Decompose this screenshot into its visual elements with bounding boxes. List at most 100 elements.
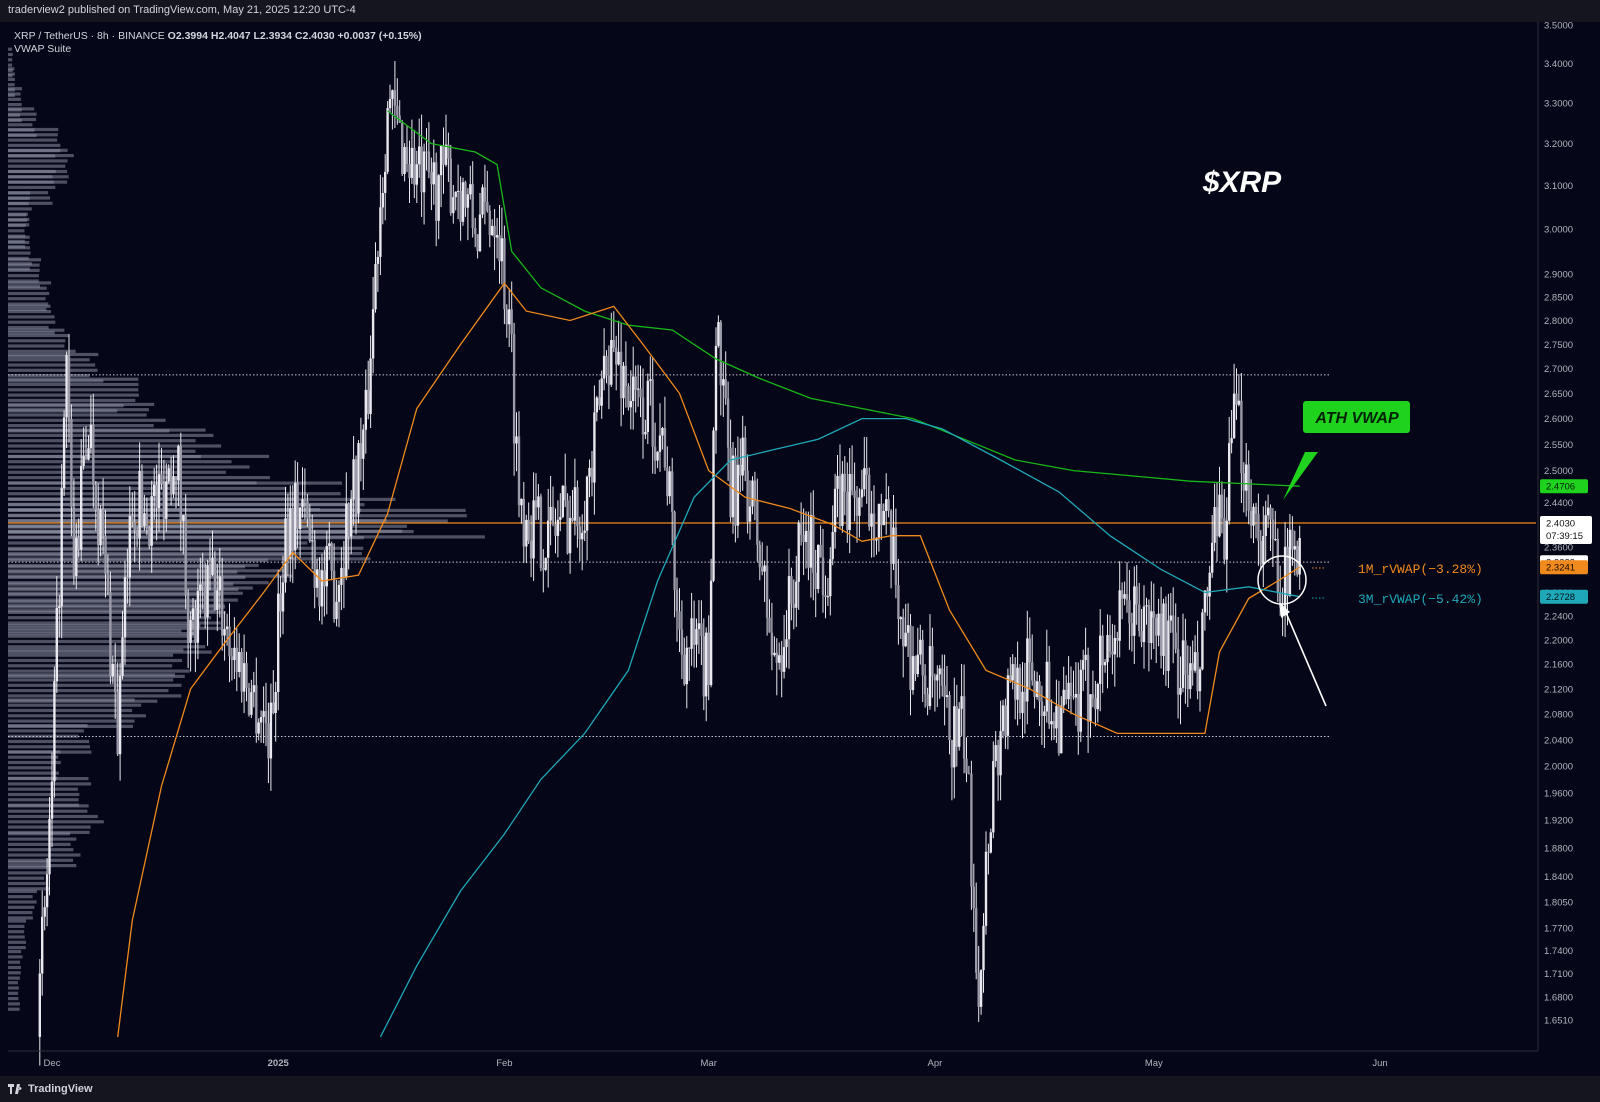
candle-body bbox=[1225, 520, 1228, 560]
volume-profile-bar bbox=[8, 424, 154, 428]
candle-body bbox=[841, 473, 844, 526]
candle-body bbox=[731, 455, 735, 518]
candle-body bbox=[1184, 640, 1187, 675]
volume-profile-bar bbox=[8, 169, 56, 174]
volume-profile-bar bbox=[8, 302, 49, 306]
candle-body bbox=[109, 591, 112, 677]
volume-profile-bar bbox=[8, 986, 19, 990]
candle-body bbox=[1091, 694, 1095, 699]
candle-body bbox=[306, 500, 309, 519]
candle-body bbox=[155, 484, 158, 508]
candle-body bbox=[887, 499, 890, 511]
candle-body bbox=[1006, 675, 1010, 736]
candle-body bbox=[615, 347, 618, 365]
candle-body bbox=[512, 334, 516, 444]
volume-profile-bar bbox=[8, 787, 78, 791]
candle-body bbox=[911, 656, 915, 691]
candle-body bbox=[761, 567, 764, 572]
indicator-name[interactable]: VWAP Suite bbox=[14, 43, 72, 55]
ath-vwap-badge-pointer bbox=[1283, 452, 1318, 500]
price-tick-label: 2.0400 bbox=[1544, 735, 1573, 746]
volume-profile-bar bbox=[8, 196, 30, 200]
candle-body bbox=[201, 584, 204, 587]
volume-profile-bar bbox=[8, 905, 35, 909]
volume-profile-bar bbox=[8, 848, 74, 852]
candle-body bbox=[1276, 539, 1279, 593]
volume-profile-bar bbox=[8, 766, 52, 770]
candle-body bbox=[374, 263, 377, 310]
candle-body bbox=[301, 499, 304, 508]
volume-profile-bar bbox=[8, 325, 49, 330]
candle-body bbox=[498, 235, 501, 262]
candle-body bbox=[678, 611, 681, 630]
candle-body bbox=[354, 459, 358, 514]
candle-body bbox=[225, 626, 229, 630]
candle-body bbox=[359, 443, 363, 459]
volume-profile-bar bbox=[8, 331, 55, 335]
candle-body bbox=[826, 596, 830, 598]
candle-body bbox=[1040, 701, 1044, 716]
ohlc-values: O2.3994 H2.4047 L2.3934 C2.4030 +0.0037 … bbox=[167, 30, 422, 42]
candle-body bbox=[379, 207, 382, 257]
candle-body bbox=[1048, 661, 1051, 725]
candle-body bbox=[717, 322, 720, 346]
candle-body bbox=[680, 629, 684, 655]
volume-profile-bar bbox=[8, 286, 47, 290]
candle-body bbox=[692, 618, 696, 645]
candle-body bbox=[994, 745, 997, 761]
candle-body bbox=[303, 499, 307, 501]
volume-profile-bar bbox=[8, 207, 32, 211]
volume-profile-bar bbox=[8, 525, 314, 529]
candle-body bbox=[690, 618, 693, 649]
volume-profile-bar bbox=[8, 117, 36, 122]
volume-profile-bar bbox=[8, 610, 226, 614]
candle-body bbox=[1069, 682, 1073, 697]
candle-body bbox=[464, 182, 467, 208]
candle-body bbox=[114, 663, 117, 692]
volume-profile-bar bbox=[8, 486, 287, 490]
candle-body bbox=[396, 105, 399, 116]
candle-body bbox=[632, 376, 635, 401]
price-tick-label: 1.8400 bbox=[1544, 872, 1573, 883]
candle-body bbox=[843, 473, 846, 492]
candle-body bbox=[1291, 529, 1294, 550]
candle-body bbox=[1004, 705, 1007, 736]
candle-body bbox=[882, 511, 885, 526]
candle-body bbox=[624, 365, 628, 387]
candle-body bbox=[204, 586, 207, 618]
volume-profile-bar bbox=[8, 103, 22, 107]
candle-body bbox=[709, 580, 713, 685]
candle-body bbox=[89, 424, 93, 449]
tradingview-logo[interactable]: TradingView bbox=[8, 1083, 93, 1095]
volume-profile-bar bbox=[8, 191, 30, 195]
candle-body bbox=[795, 581, 798, 608]
volume-profile-bar bbox=[8, 229, 25, 233]
candle-body bbox=[833, 488, 837, 533]
candle-body bbox=[1237, 400, 1241, 405]
candle-body bbox=[778, 655, 781, 663]
candle-body bbox=[590, 467, 594, 483]
volume-profile-bar bbox=[8, 900, 37, 904]
candle-body bbox=[126, 577, 129, 579]
price-chart[interactable]: $XRP ATH VWAP 1M_rVWAP(−3.28%) 3M_rVWAP(−5.… bbox=[0, 22, 1600, 1076]
candle-body bbox=[384, 171, 387, 193]
candle-body bbox=[639, 388, 642, 398]
volume-profile-bar bbox=[8, 664, 173, 668]
candle-body bbox=[461, 182, 465, 222]
candle-body bbox=[38, 973, 41, 1037]
candle-body bbox=[705, 632, 708, 697]
candle-body bbox=[1288, 529, 1292, 596]
candle-body bbox=[1262, 536, 1265, 565]
price-tick-label: 3.1000 bbox=[1544, 181, 1573, 192]
candle-body bbox=[121, 637, 124, 676]
current-price-label-bg bbox=[1540, 516, 1592, 544]
candle-body bbox=[1086, 654, 1090, 722]
candle-body bbox=[471, 184, 474, 229]
price-tick-label: 3.5000 bbox=[1544, 22, 1573, 32]
candle-body bbox=[1142, 606, 1146, 643]
candle-body bbox=[653, 446, 657, 461]
volume-profile-bar bbox=[8, 760, 61, 765]
candle-body bbox=[812, 515, 815, 573]
candle-body bbox=[537, 496, 540, 508]
candle-body bbox=[821, 557, 825, 595]
